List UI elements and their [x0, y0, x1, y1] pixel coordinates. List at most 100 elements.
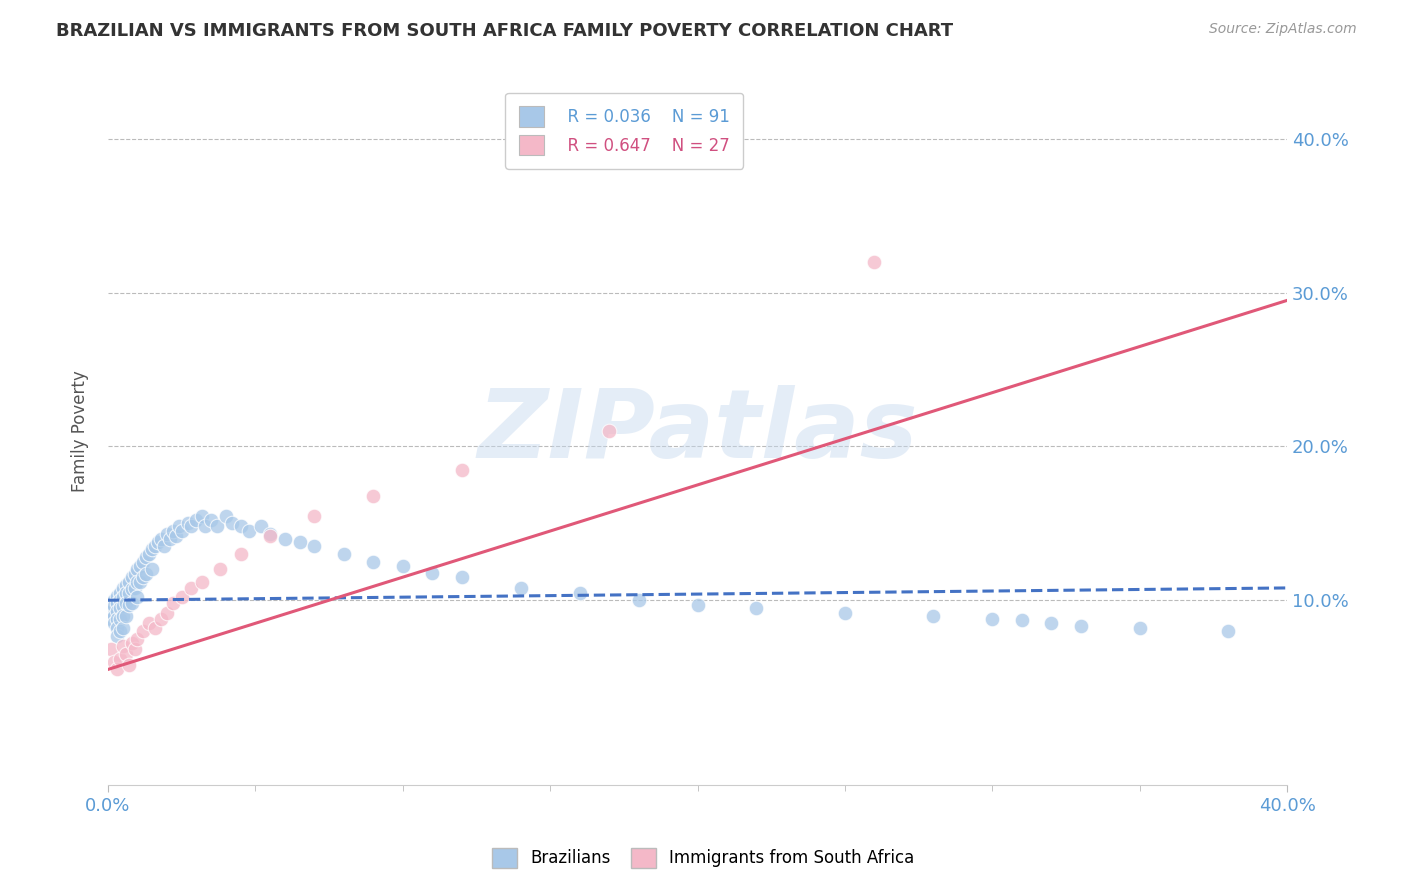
Point [108, 612, 131, 626]
Point [1070, 619, 1092, 633]
Point [111, 640, 134, 654]
Point [132, 624, 155, 638]
Point [127, 632, 149, 646]
Point [114, 608, 136, 623]
Point [156, 606, 179, 620]
Point [103, 655, 125, 669]
Point [121, 596, 143, 610]
Point [100, 604, 122, 618]
Point [598, 424, 620, 438]
Point [124, 581, 146, 595]
Point [111, 599, 134, 614]
Point [238, 524, 260, 538]
Point [922, 608, 945, 623]
Point [150, 612, 173, 626]
Point [153, 540, 176, 554]
Point [114, 596, 136, 610]
Point [141, 542, 163, 557]
Point [420, 566, 443, 580]
Point [1216, 624, 1239, 638]
Point [450, 462, 472, 476]
Point [391, 559, 413, 574]
Point [124, 642, 146, 657]
Point [274, 532, 297, 546]
Point [288, 534, 311, 549]
Point [141, 562, 163, 576]
Point [450, 570, 472, 584]
Point [229, 547, 252, 561]
Point [143, 540, 166, 554]
Point [114, 647, 136, 661]
Point [111, 608, 134, 623]
Point [100, 642, 122, 657]
Point [170, 590, 193, 604]
Point [170, 524, 193, 538]
Point [863, 255, 886, 269]
Point [361, 555, 384, 569]
Point [108, 624, 131, 638]
Point [162, 524, 184, 538]
Point [127, 562, 149, 576]
Point [132, 570, 155, 584]
Point [150, 532, 173, 546]
Point [208, 562, 231, 576]
Point [121, 636, 143, 650]
Point [105, 621, 128, 635]
Point [132, 555, 155, 569]
Point [111, 621, 134, 635]
Point [129, 559, 152, 574]
Point [117, 598, 139, 612]
Point [304, 508, 326, 523]
Point [221, 516, 243, 531]
Point [121, 570, 143, 584]
Point [165, 529, 187, 543]
Point [180, 519, 202, 533]
Text: BRAZILIAN VS IMMIGRANTS FROM SOUTH AFRICA FAMILY POVERTY CORRELATION CHART: BRAZILIAN VS IMMIGRANTS FROM SOUTH AFRIC… [56, 22, 953, 40]
Point [108, 651, 131, 665]
Point [143, 621, 166, 635]
Legend: Brazilians, Immigrants from South Africa: Brazilians, Immigrants from South Africa [485, 841, 921, 875]
Point [127, 590, 149, 604]
Point [167, 519, 190, 533]
Point [250, 519, 273, 533]
Point [138, 547, 160, 561]
Point [135, 550, 157, 565]
Point [108, 585, 131, 599]
Point [103, 593, 125, 607]
Point [135, 567, 157, 582]
Point [176, 516, 198, 531]
Point [146, 534, 169, 549]
Text: Source: ZipAtlas.com: Source: ZipAtlas.com [1209, 22, 1357, 37]
Text: ZIPatlas: ZIPatlas [477, 384, 918, 477]
Point [834, 606, 856, 620]
Legend:   R = 0.036    N = 91,   R = 0.647    N = 27: R = 0.036 N = 91, R = 0.647 N = 27 [505, 93, 744, 169]
Point [114, 585, 136, 599]
Point [194, 519, 217, 533]
Point [191, 574, 214, 589]
Point [568, 585, 591, 599]
Point [127, 574, 149, 589]
Point [981, 612, 1004, 626]
Point [129, 574, 152, 589]
Point [108, 593, 131, 607]
Point [1011, 613, 1033, 627]
Point [105, 596, 128, 610]
Point [117, 657, 139, 672]
Point [105, 662, 128, 676]
Point [103, 608, 125, 623]
Point [229, 519, 252, 533]
Point [111, 581, 134, 595]
Point [745, 601, 768, 615]
Point [304, 540, 326, 554]
Point [108, 601, 131, 615]
Point [121, 582, 143, 597]
Point [259, 527, 281, 541]
Point [162, 596, 184, 610]
Point [103, 599, 125, 614]
Point [103, 616, 125, 631]
Point [627, 593, 650, 607]
Point [105, 629, 128, 643]
Point [191, 508, 214, 523]
Point [200, 513, 222, 527]
Point [138, 616, 160, 631]
